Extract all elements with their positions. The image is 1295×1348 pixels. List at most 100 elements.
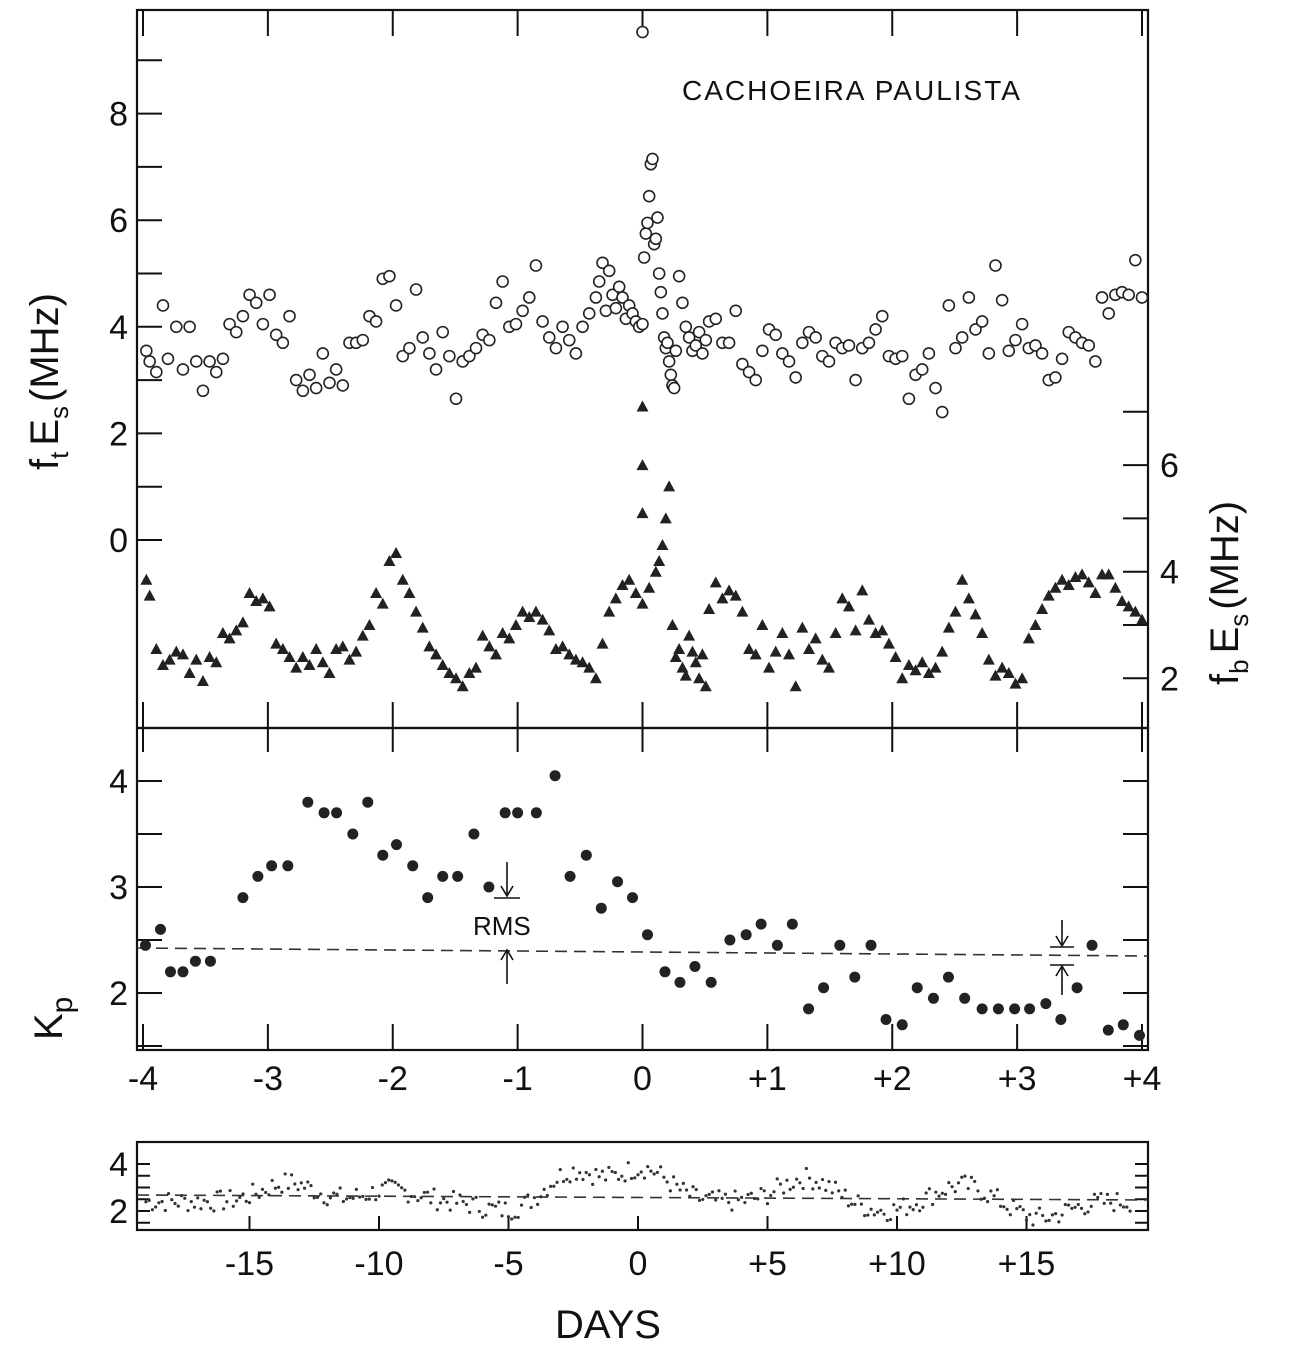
fbe-point bbox=[343, 653, 356, 665]
fte-point bbox=[1082, 339, 1096, 352]
kp-long-point bbox=[1054, 1212, 1058, 1216]
fte-point bbox=[569, 347, 583, 360]
tick-marks bbox=[137, 10, 1148, 1230]
fbe-point bbox=[336, 640, 349, 652]
kp-long-point bbox=[1092, 1192, 1097, 1196]
fbe-point bbox=[516, 605, 529, 617]
fbe-point bbox=[243, 587, 256, 599]
fte-point bbox=[769, 328, 783, 342]
fte-point bbox=[196, 384, 210, 398]
fte-point bbox=[576, 320, 589, 334]
kp-point bbox=[139, 939, 151, 951]
kp-long-point bbox=[759, 1186, 763, 1191]
kp-long-point bbox=[1031, 1223, 1035, 1227]
fbe-point bbox=[523, 611, 536, 623]
kp-long-point bbox=[183, 1196, 187, 1200]
fte-point bbox=[651, 211, 664, 224]
kp-point bbox=[959, 992, 971, 1004]
kp-long-point bbox=[1050, 1213, 1054, 1217]
kp-long-point bbox=[519, 1203, 524, 1207]
kp-long-point bbox=[432, 1187, 436, 1191]
kp-long-point bbox=[639, 1170, 643, 1174]
kp-long-point bbox=[1021, 1208, 1025, 1212]
fbe-point bbox=[536, 613, 549, 625]
fbe-point bbox=[666, 619, 679, 630]
fbe-point bbox=[729, 589, 742, 601]
kp-long-point bbox=[626, 1161, 630, 1165]
fte-point bbox=[1102, 307, 1115, 320]
fbe-point bbox=[763, 661, 776, 673]
kp-point bbox=[786, 918, 798, 930]
kp-long-point bbox=[837, 1189, 841, 1193]
kp-long-point bbox=[299, 1181, 303, 1185]
kp-long-point bbox=[228, 1188, 232, 1193]
fte-point bbox=[736, 357, 749, 371]
kp-long-point bbox=[270, 1178, 274, 1183]
fte-point bbox=[1029, 339, 1042, 352]
svg-text:Kp: Kp bbox=[27, 997, 79, 1040]
kp-long-point bbox=[581, 1177, 585, 1182]
kp-point bbox=[549, 770, 561, 782]
fte-point bbox=[669, 344, 683, 358]
fbe-point bbox=[503, 632, 516, 644]
kp-long-point bbox=[406, 1200, 410, 1204]
kp-long-point bbox=[879, 1208, 883, 1212]
fte-point bbox=[542, 331, 556, 344]
kp-long-point bbox=[332, 1191, 336, 1195]
fbe-point bbox=[686, 645, 699, 657]
y-tick-label-left: 0 bbox=[109, 522, 128, 560]
fbe-point bbox=[436, 658, 449, 670]
fbe-point bbox=[1082, 576, 1095, 588]
fbe-point bbox=[1136, 613, 1148, 625]
kp-long-point bbox=[451, 1189, 456, 1194]
fte-point bbox=[409, 283, 423, 296]
x3-tick-label: +10 bbox=[868, 1245, 926, 1283]
kp-long-point bbox=[1079, 1206, 1084, 1210]
kp-long-point bbox=[795, 1177, 799, 1181]
kp-long-point bbox=[707, 1192, 711, 1196]
kp-long-point bbox=[931, 1202, 935, 1207]
fte-point bbox=[522, 291, 536, 304]
kp-long-point bbox=[302, 1186, 307, 1190]
kp-long-point bbox=[503, 1201, 507, 1205]
kp-long-point bbox=[568, 1180, 572, 1184]
kp-long-point bbox=[1066, 1203, 1071, 1207]
x3-tick-label: +5 bbox=[748, 1245, 787, 1283]
kp-long-point bbox=[442, 1197, 446, 1201]
fbe-point bbox=[1002, 666, 1015, 678]
kp-long-point bbox=[157, 1201, 161, 1205]
fbe-point bbox=[716, 592, 729, 604]
kp-long-point bbox=[872, 1213, 876, 1217]
fte-point bbox=[229, 325, 243, 339]
y-right-rest: E bbox=[1203, 627, 1247, 654]
fte-point bbox=[749, 373, 763, 387]
fte-point bbox=[283, 309, 296, 323]
fte-point bbox=[699, 333, 713, 347]
kp-long-point bbox=[413, 1195, 417, 1199]
fbe-point bbox=[629, 587, 642, 599]
kp-long-point bbox=[791, 1185, 796, 1189]
kp-long-point bbox=[542, 1187, 546, 1191]
kp-point bbox=[204, 955, 216, 967]
fte-point bbox=[143, 355, 156, 368]
fbe-point bbox=[636, 597, 649, 609]
kp-point bbox=[942, 971, 954, 983]
kp-long-point bbox=[723, 1192, 728, 1196]
kp-point bbox=[302, 796, 314, 808]
kp-long-point bbox=[678, 1188, 682, 1192]
kp-point bbox=[627, 892, 639, 904]
kp-long-point bbox=[594, 1167, 598, 1172]
kp-long-point bbox=[710, 1190, 715, 1194]
kp-long-point bbox=[357, 1195, 362, 1199]
kp-main: K bbox=[27, 1013, 71, 1040]
x-tick-label: +3 bbox=[998, 1060, 1037, 1098]
kp-long-point bbox=[646, 1165, 650, 1169]
kp-long-point bbox=[529, 1205, 533, 1210]
kp-long-point bbox=[587, 1173, 592, 1177]
y-tick-label-right: 4 bbox=[1160, 554, 1179, 592]
kp-point bbox=[771, 939, 783, 951]
fte-point bbox=[336, 379, 350, 392]
kp-long-point bbox=[1063, 1202, 1067, 1207]
kp-long-point bbox=[1028, 1213, 1032, 1217]
kp-long-point bbox=[309, 1183, 313, 1188]
